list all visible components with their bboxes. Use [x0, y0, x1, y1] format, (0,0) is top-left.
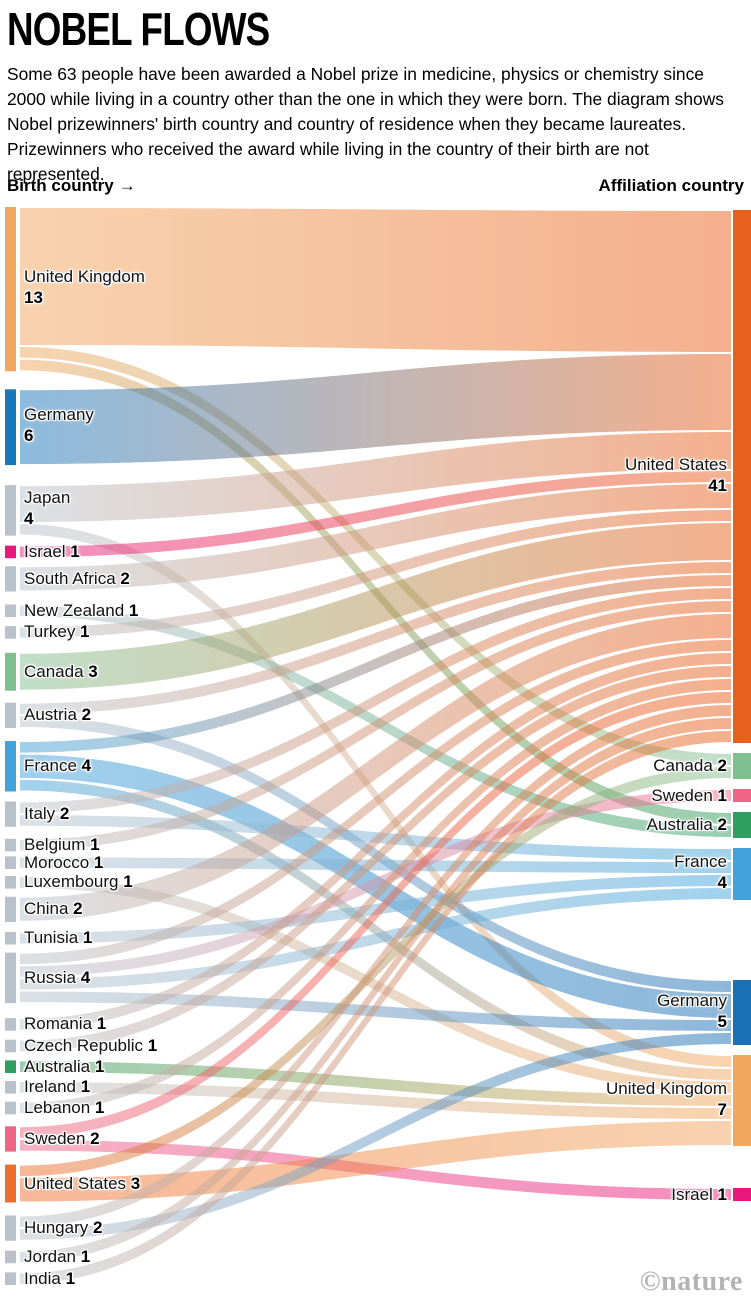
node-bar [5, 1164, 16, 1203]
node-bar [5, 741, 16, 792]
node-bar [5, 545, 16, 559]
flow-link [20, 1033, 731, 1240]
node-bar [5, 1039, 16, 1053]
flow-link [20, 767, 731, 1177]
birth-country-label: Birth country → [7, 176, 136, 195]
node-bar [733, 848, 751, 900]
node-bar [5, 1215, 16, 1241]
flow-link [20, 432, 731, 522]
flow-link [20, 731, 731, 1284]
flow-link [20, 354, 731, 465]
flow-link [20, 692, 731, 1138]
node-bar [5, 1126, 16, 1152]
flow-link [20, 857, 731, 873]
flow-link [20, 208, 731, 352]
right-arrow-icon: → [118, 176, 136, 195]
node-bar [5, 1101, 16, 1115]
affiliation-country-label: Affiliation country [598, 176, 744, 195]
node-bar [733, 789, 751, 802]
flow-link [20, 524, 731, 1067]
flow-link [20, 653, 731, 1030]
node-bar [5, 1060, 16, 1073]
flow-link [20, 601, 731, 851]
node-bar [5, 896, 16, 922]
node-bar [733, 1055, 751, 1146]
node-bar [5, 801, 16, 827]
flow-link [20, 705, 731, 1228]
node-bar [5, 876, 16, 889]
page-title: NOBEL FLOWS [7, 3, 270, 55]
node-bar [5, 1081, 16, 1094]
node-bar [5, 207, 16, 372]
node-bar [5, 838, 16, 852]
flow-link [20, 471, 731, 558]
flow-link [20, 718, 731, 1263]
node-bar [5, 604, 16, 618]
flow-link [20, 510, 731, 638]
node-bar [5, 1018, 16, 1031]
flow-link [20, 679, 731, 1114]
flow-link [20, 1082, 731, 1119]
flow-link [20, 640, 731, 965]
node-bar [5, 566, 16, 592]
node-bar [5, 931, 16, 945]
node-bar [5, 952, 16, 1004]
node-bar [5, 702, 16, 728]
node-bar [5, 1272, 16, 1285]
flow-link [20, 790, 731, 977]
flow-link [20, 484, 731, 591]
flow-link [20, 1121, 731, 1202]
flow-link [20, 523, 731, 690]
node-bar [5, 485, 16, 536]
flow-link [20, 575, 731, 753]
node-bar [733, 812, 751, 838]
flow-link [20, 588, 731, 814]
flow-link [20, 888, 731, 990]
node-bar [733, 1188, 751, 1201]
node-bar [733, 210, 751, 743]
node-bar [733, 753, 751, 779]
node-bar [733, 980, 751, 1045]
flow-link [20, 1061, 731, 1106]
chart-description: Some 63 people have been awarded a Nobel… [7, 64, 724, 184]
node-bar [5, 389, 16, 466]
node-bar [5, 626, 16, 639]
flow-link [20, 562, 731, 715]
nature-watermark: ©nature [639, 1266, 743, 1297]
flow-link [20, 666, 731, 1052]
node-bar [5, 1250, 16, 1264]
flow-link [20, 347, 731, 765]
node-bar [5, 652, 16, 691]
chart-header: NOBEL FLOWS Some 63 people have been awa… [7, 6, 745, 186]
column-headers: Birth country → Affiliation country [7, 176, 744, 196]
node-bar [5, 856, 16, 869]
flow-link [20, 614, 731, 921]
flow-link [20, 779, 731, 1080]
